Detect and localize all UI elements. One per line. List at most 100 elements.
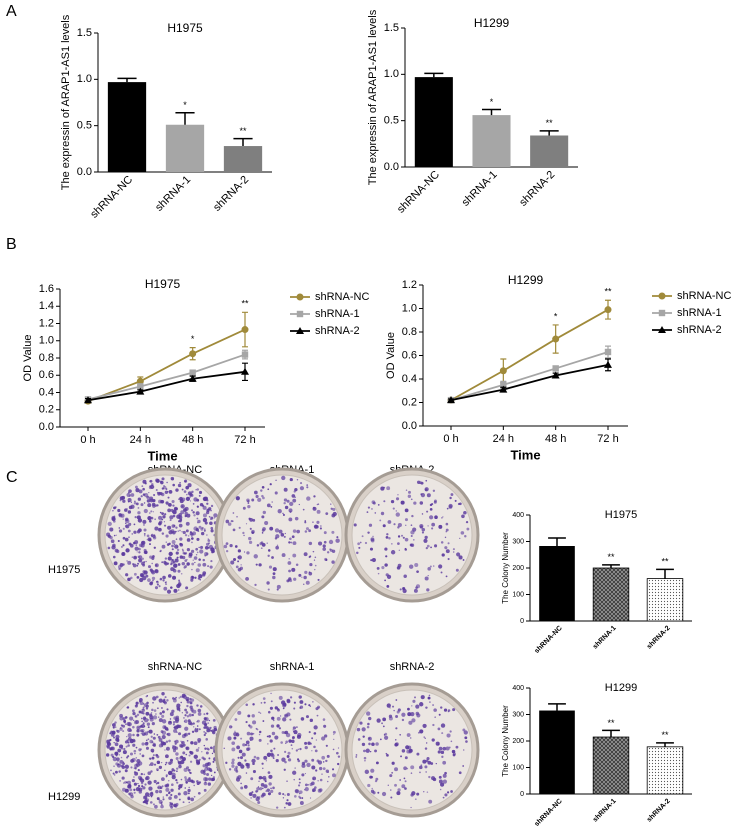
y-tick-label: 1.4 <box>39 300 54 312</box>
colony <box>416 570 419 574</box>
colony <box>156 768 159 771</box>
colony <box>113 774 116 776</box>
colony <box>190 779 194 783</box>
colony <box>309 718 314 723</box>
colony <box>292 770 297 775</box>
y-tick-label: 0 <box>520 791 524 798</box>
colony <box>411 718 416 723</box>
colony <box>143 508 148 514</box>
y-tick-label: 100 <box>512 764 524 771</box>
colony <box>260 702 263 704</box>
colony <box>163 521 166 523</box>
colony <box>272 567 277 572</box>
colony <box>112 756 118 762</box>
colony <box>438 746 443 751</box>
colony <box>275 806 279 809</box>
colony <box>298 695 302 699</box>
colony <box>388 716 393 721</box>
colony <box>458 771 462 775</box>
colony <box>192 722 195 725</box>
y-tick-label: 1.0 <box>39 335 54 347</box>
colony <box>412 539 415 541</box>
colony <box>210 529 214 533</box>
colony <box>133 523 136 526</box>
colony <box>126 756 129 759</box>
colony <box>204 554 207 557</box>
colony <box>199 705 203 708</box>
colony <box>142 786 146 790</box>
colony <box>187 719 191 723</box>
colony <box>236 515 238 518</box>
colony <box>262 697 266 700</box>
colony <box>137 518 143 523</box>
colony <box>116 757 120 761</box>
colony <box>250 777 254 781</box>
colony <box>171 558 174 562</box>
colony <box>426 757 430 761</box>
colony <box>302 508 305 511</box>
colony <box>316 714 319 717</box>
colony <box>143 703 149 708</box>
colony <box>174 544 179 549</box>
colony <box>203 781 208 786</box>
point <box>604 360 612 368</box>
colony <box>242 743 246 747</box>
colony <box>133 788 136 791</box>
colony <box>145 711 150 716</box>
colony <box>204 732 207 735</box>
colony <box>175 538 178 540</box>
colony <box>229 543 233 548</box>
colony <box>201 751 203 753</box>
colony <box>425 742 428 744</box>
colony <box>133 555 137 560</box>
colony <box>438 779 443 784</box>
colony <box>161 785 164 788</box>
colony <box>272 719 275 722</box>
colony <box>124 764 129 769</box>
colony <box>195 568 200 573</box>
colony <box>183 490 187 493</box>
colony <box>317 578 320 581</box>
colony <box>304 787 309 792</box>
colony <box>118 567 121 571</box>
colony <box>165 775 168 778</box>
colony <box>179 542 182 546</box>
colony <box>191 509 194 512</box>
colony <box>166 589 172 594</box>
colony <box>287 561 292 565</box>
colony <box>178 697 180 699</box>
colony <box>205 762 209 767</box>
colony <box>170 793 173 797</box>
colony <box>182 743 186 747</box>
colony <box>250 732 254 736</box>
colony <box>278 792 282 796</box>
colony <box>172 509 177 514</box>
colony <box>143 773 146 776</box>
colony <box>136 729 140 733</box>
colony <box>284 713 289 718</box>
colony <box>151 708 154 712</box>
colony <box>452 708 456 712</box>
colony <box>247 502 250 504</box>
colony <box>382 717 387 722</box>
colony <box>252 720 257 725</box>
colony <box>223 747 225 750</box>
colony <box>161 719 167 724</box>
y-tick-label: 0.0 <box>384 161 399 173</box>
colony <box>127 560 132 565</box>
colony <box>411 791 416 796</box>
colony <box>299 705 304 709</box>
colony <box>190 708 194 712</box>
colony <box>162 700 165 703</box>
colony <box>197 708 202 713</box>
colony <box>333 733 335 736</box>
colony <box>237 761 242 767</box>
colony <box>196 728 199 730</box>
colony <box>176 731 178 733</box>
colony <box>206 499 209 502</box>
colony <box>129 716 134 721</box>
colony <box>137 507 140 509</box>
colony <box>184 776 187 779</box>
colony <box>165 488 168 490</box>
colony <box>448 746 451 749</box>
